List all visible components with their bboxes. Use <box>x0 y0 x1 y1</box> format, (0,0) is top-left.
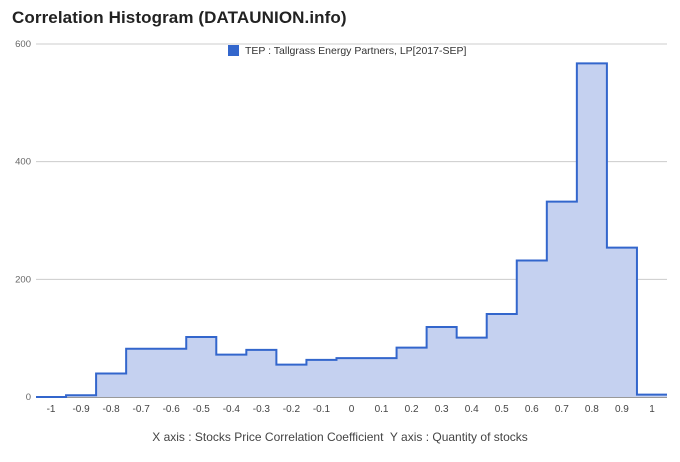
histogram-bin <box>577 63 607 397</box>
x-tick-label: -0.1 <box>313 404 331 415</box>
histogram-bin <box>397 348 427 397</box>
x-tick-label: -1 <box>47 404 56 415</box>
histogram-bin <box>637 395 667 397</box>
x-tick-label: 1 <box>649 404 655 415</box>
x-tick-label: 0.1 <box>375 404 389 415</box>
histogram-bin <box>96 373 126 397</box>
histogram-bin <box>276 365 306 397</box>
histogram-bin <box>186 337 216 397</box>
histogram-bin <box>66 395 96 397</box>
x-tick-label: -0.9 <box>72 404 90 415</box>
y-tick-label: 400 <box>15 157 31 168</box>
y-tick-labels: 0 200 400 600 <box>15 39 31 403</box>
histogram-bin <box>126 349 156 397</box>
histogram-bin <box>427 327 457 397</box>
x-tick-label: -0.2 <box>283 404 301 415</box>
x-axis-label: X axis : Stocks Price Correlation Coeffi… <box>152 430 384 444</box>
x-tick-label: 0.7 <box>555 404 569 415</box>
x-tick-label: -0.5 <box>193 404 211 415</box>
x-tick-label: -0.4 <box>223 404 241 415</box>
histogram-bin <box>246 350 276 397</box>
axis-footer: X axis : Stocks Price Correlation Coeffi… <box>0 430 680 444</box>
y-tick-label: 600 <box>15 39 31 50</box>
x-tick-label: 0.4 <box>465 404 479 415</box>
x-tick-label: 0.3 <box>435 404 449 415</box>
legend-swatch <box>228 45 239 56</box>
x-tick-label: 0.6 <box>525 404 539 415</box>
histogram-bin <box>336 358 366 397</box>
legend-label: TEP : Tallgrass Energy Partners, LP[2017… <box>245 45 466 57</box>
histogram-bin <box>367 358 397 397</box>
x-tick-label: 0.2 <box>405 404 419 415</box>
histogram-bin <box>547 202 577 397</box>
x-tick-labels: -1 -0.9 -0.8 -0.7 -0.6 -0.5 -0.4 -0.3 -0.2 -0.1 0 0… <box>47 404 656 415</box>
x-tick-label: 0.9 <box>615 404 629 415</box>
histogram-bin <box>216 355 246 397</box>
series-area <box>36 62 667 398</box>
histogram-bin <box>306 360 336 397</box>
x-tick-label: 0 <box>349 404 355 415</box>
y-axis-label: Y axis : Quantity of stocks <box>389 430 528 444</box>
legend[interactable]: TEP : Tallgrass Energy Partners, LP[2017… <box>228 45 466 57</box>
histogram-bin <box>487 314 517 397</box>
histogram-bin <box>607 248 637 397</box>
y-tick-label: 0 <box>26 392 31 403</box>
x-tick-label: -0.6 <box>163 404 181 415</box>
x-tick-label: -0.3 <box>253 404 271 415</box>
series-line <box>36 62 667 398</box>
histogram-bin <box>517 261 547 397</box>
x-tick-label: 0.5 <box>495 404 509 415</box>
chart-title: Correlation Histogram (DATAUNION.info) <box>12 8 347 27</box>
x-tick-label: -0.8 <box>103 404 121 415</box>
y-tick-label: 200 <box>15 274 31 285</box>
histogram-bin <box>156 349 186 397</box>
series-fill <box>36 63 667 397</box>
x-tick-label: 0.8 <box>585 404 599 415</box>
histogram-bin <box>457 338 487 397</box>
x-tick-label: -0.7 <box>133 404 151 415</box>
